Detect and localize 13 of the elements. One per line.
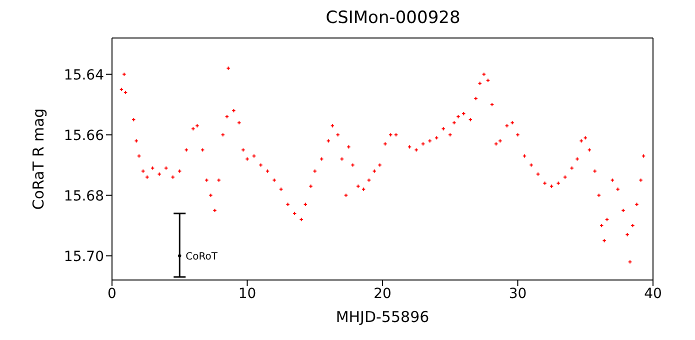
x-tick-label: 0 — [108, 286, 116, 302]
annotation: CoRoT — [186, 251, 218, 262]
x-tick-label: 20 — [374, 286, 392, 302]
x-tick-label: 40 — [644, 286, 662, 302]
x-tick-label: 30 — [508, 286, 527, 302]
y-tick-label: 15.70 — [64, 248, 104, 265]
x-axis-title: MHJD-55896 — [336, 308, 430, 326]
x-tick-label: 10 — [238, 286, 256, 302]
y-axis-title: CoRaT R mag — [29, 108, 48, 210]
y-tick-label: 15.68 — [64, 188, 104, 204]
chart-title: CSIMon-000928 — [324, 8, 462, 30]
y-tick-label: 15.64 — [64, 67, 104, 84]
y-tick-label: 15.66 — [64, 128, 104, 144]
